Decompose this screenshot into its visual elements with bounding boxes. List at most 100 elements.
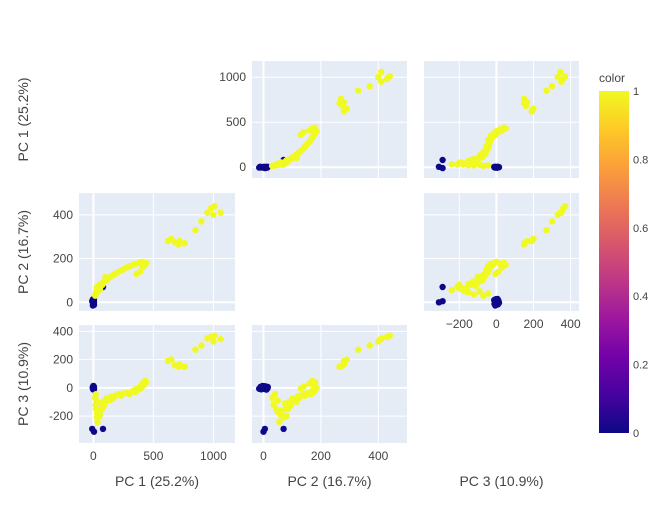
data-point[interactable] xyxy=(366,342,373,349)
data-point[interactable] xyxy=(467,281,474,288)
data-point[interactable] xyxy=(192,226,199,234)
data-point[interactable] xyxy=(375,74,382,81)
data-point[interactable] xyxy=(306,380,313,387)
data-point[interactable] xyxy=(461,160,468,167)
data-point[interactable] xyxy=(480,292,487,299)
data-point[interactable] xyxy=(283,412,290,420)
data-point[interactable] xyxy=(494,301,502,308)
data-point[interactable] xyxy=(340,99,348,106)
data-point[interactable] xyxy=(117,392,125,399)
data-point[interactable] xyxy=(283,404,290,411)
data-point[interactable] xyxy=(340,361,348,368)
data-point[interactable] xyxy=(561,202,569,210)
data-point[interactable] xyxy=(480,148,487,156)
data-point[interactable] xyxy=(470,291,478,298)
data-point[interactable] xyxy=(181,363,188,370)
data-point[interactable] xyxy=(192,346,199,353)
data-point[interactable] xyxy=(268,394,276,401)
data-point[interactable] xyxy=(211,202,218,210)
data-point[interactable] xyxy=(467,157,474,164)
data-point[interactable] xyxy=(264,385,271,392)
data-point[interactable] xyxy=(110,394,118,401)
data-point[interactable] xyxy=(523,99,531,106)
data-point[interactable] xyxy=(274,160,281,167)
data-point[interactable] xyxy=(95,408,102,416)
data-point[interactable] xyxy=(548,218,556,225)
data-point[interactable] xyxy=(257,383,264,390)
data-point[interactable] xyxy=(494,163,502,171)
data-point[interactable] xyxy=(217,335,224,343)
data-point[interactable] xyxy=(99,404,106,411)
data-point[interactable] xyxy=(530,235,537,243)
data-point[interactable] xyxy=(554,74,561,81)
data-point[interactable] xyxy=(99,425,107,433)
data-point[interactable] xyxy=(386,73,393,80)
data-point[interactable] xyxy=(296,148,303,156)
data-point[interactable] xyxy=(95,288,102,295)
data-point[interactable] xyxy=(198,342,205,349)
data-point[interactable] xyxy=(198,218,205,225)
data-point[interactable] xyxy=(261,425,269,433)
data-point[interactable] xyxy=(110,271,118,279)
data-point[interactable] xyxy=(530,105,537,112)
data-point[interactable] xyxy=(217,209,224,216)
data-point[interactable] xyxy=(476,288,483,295)
data-point[interactable] xyxy=(461,288,468,295)
data-point[interactable] xyxy=(89,425,96,433)
data-point[interactable] xyxy=(448,160,455,168)
data-point[interactable] xyxy=(293,155,300,162)
data-point[interactable] xyxy=(274,408,281,416)
data-point[interactable] xyxy=(280,425,287,433)
data-point[interactable] xyxy=(306,127,313,134)
data-point[interactable] xyxy=(210,338,217,345)
data-point[interactable] xyxy=(102,273,109,281)
data-point[interactable] xyxy=(283,157,290,164)
data-point[interactable] xyxy=(492,270,499,278)
data-point[interactable] xyxy=(297,385,304,392)
data-point[interactable] xyxy=(274,397,281,404)
data-point[interactable] xyxy=(210,211,217,219)
data-point[interactable] xyxy=(439,164,446,172)
data-point[interactable] xyxy=(297,131,304,138)
data-point[interactable] xyxy=(523,237,531,245)
data-point[interactable] xyxy=(561,73,569,80)
data-point[interactable] xyxy=(483,143,490,150)
data-point[interactable] xyxy=(176,237,183,245)
data-point[interactable] xyxy=(133,270,140,278)
data-point[interactable] xyxy=(301,143,309,150)
data-point[interactable] xyxy=(386,332,393,339)
data-point[interactable] xyxy=(293,398,300,406)
data-point[interactable] xyxy=(276,418,283,425)
data-point[interactable] xyxy=(90,383,97,390)
data-point[interactable] xyxy=(204,209,211,216)
data-point[interactable] xyxy=(181,240,188,247)
data-point[interactable] xyxy=(375,338,382,345)
data-point[interactable] xyxy=(355,87,362,94)
data-point[interactable] xyxy=(543,87,550,94)
data-point[interactable] xyxy=(554,211,561,219)
data-point[interactable] xyxy=(102,398,109,406)
data-point[interactable] xyxy=(94,418,101,425)
data-point[interactable] xyxy=(543,226,550,234)
data-point[interactable] xyxy=(211,332,218,339)
data-point[interactable] xyxy=(498,264,506,271)
data-point[interactable] xyxy=(484,162,492,169)
data-point[interactable] xyxy=(343,356,350,363)
data-point[interactable] xyxy=(117,267,125,274)
data-point[interactable] xyxy=(355,346,362,353)
data-point[interactable] xyxy=(448,287,455,294)
data-point[interactable] xyxy=(168,356,175,363)
data-point[interactable] xyxy=(474,273,481,281)
data-point[interactable] xyxy=(176,361,183,368)
data-point[interactable] xyxy=(557,68,564,76)
data-point[interactable] xyxy=(439,283,446,291)
data-point[interactable] xyxy=(474,155,481,162)
data-point[interactable] xyxy=(133,385,140,392)
data-point[interactable] xyxy=(439,298,446,305)
data-point[interactable] xyxy=(492,131,499,138)
data-point[interactable] xyxy=(378,68,385,76)
data-point[interactable] xyxy=(89,298,96,305)
data-point[interactable] xyxy=(366,83,373,90)
data-point[interactable] xyxy=(548,83,556,90)
data-point[interactable] xyxy=(261,164,269,172)
